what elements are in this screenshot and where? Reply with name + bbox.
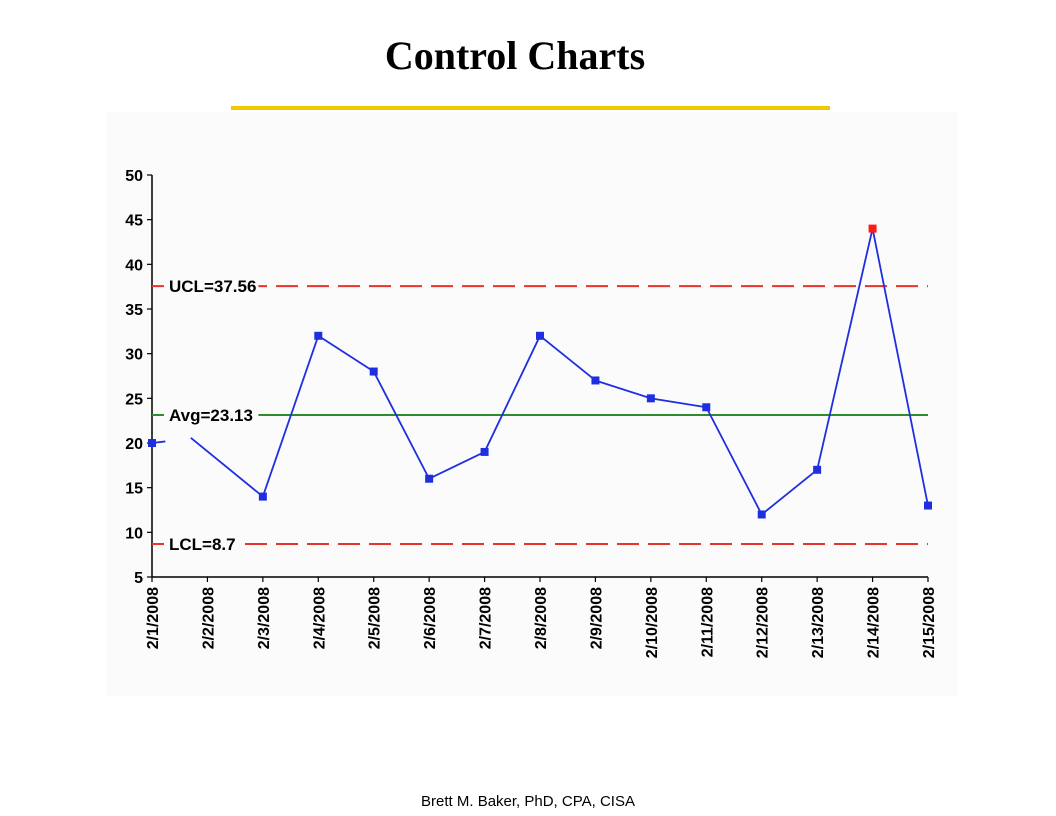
data-point [536, 331, 544, 340]
data-point [813, 465, 822, 474]
series-line-segment [871, 228, 929, 506]
y-tick-label: 10 [125, 525, 143, 542]
data-point [369, 367, 378, 376]
x-tick-label: 2/15/2008 [921, 587, 938, 658]
series-line-segment [650, 397, 707, 409]
series-line-segment [483, 335, 541, 453]
y-tick-label: 20 [125, 436, 143, 453]
control-line-label: UCL=37.56 [169, 277, 256, 296]
data-point [757, 510, 766, 519]
data-point [148, 439, 156, 447]
y-tick-label: 50 [125, 168, 143, 185]
x-tick-label: 2/1/2008 [145, 587, 162, 649]
series-line-segment [428, 451, 485, 480]
series-line-segment [595, 379, 652, 400]
y-tick-label: 15 [125, 481, 143, 498]
data-point [314, 331, 323, 340]
x-tick-label: 2/8/2008 [533, 587, 550, 649]
y-tick-label: 40 [125, 257, 143, 274]
control-line-label: Avg=23.13 [169, 406, 253, 425]
control-label-bg [164, 274, 259, 297]
x-tick-label: 2/7/2008 [478, 587, 495, 649]
footer-author: Brett M. Baker, PhD, CPA, CISA [421, 793, 635, 810]
x-tick-label: 2/14/2008 [866, 587, 883, 658]
control-chart: 5 10 15 20 25 30 35 40 45 50 2/1/2008 2/2/2008 2/3/2… [125, 168, 938, 658]
series-line-segment [190, 437, 264, 498]
series-line-segment [372, 371, 430, 480]
data-point [702, 403, 711, 412]
x-tick-label: 2/6/2008 [422, 587, 439, 649]
x-tick-label: 2/12/2008 [755, 587, 772, 658]
data-point [425, 474, 434, 483]
x-tick-label: 2/11/2008 [699, 587, 716, 657]
control-label-bg [164, 403, 259, 426]
y-tick-label: 30 [125, 347, 143, 364]
data-point [258, 492, 267, 501]
data-point [646, 394, 655, 403]
x-tick-label: 2/13/2008 [810, 587, 827, 658]
out-of-control-point [868, 224, 877, 233]
control-line-label: LCL=8.7 [169, 535, 236, 554]
y-tick-label: 35 [125, 302, 143, 319]
series-line-segment [539, 335, 596, 382]
x-tick-label: 2/2/2008 [200, 587, 217, 649]
control-chart-panel: 5 10 15 20 25 30 35 40 45 50 2/1/2008 2/2/2008 2/3/2… [106, 112, 958, 696]
x-tick-label: 2/4/2008 [311, 587, 328, 649]
data-point [924, 501, 932, 510]
y-tick-label: 5 [134, 570, 143, 587]
y-tick-label: 45 [125, 213, 143, 230]
x-tick-label: 2/3/2008 [256, 587, 273, 649]
series-line-segment [816, 228, 874, 471]
x-tick-label: 2/9/2008 [588, 587, 605, 649]
series-line-segment [761, 469, 818, 516]
series-line-segment [317, 335, 375, 373]
x-tick-label: 2/5/2008 [367, 587, 384, 649]
data-point [480, 447, 489, 456]
slide-title: Control Charts [384, 33, 646, 78]
control-label-bg [164, 531, 240, 554]
data-point [591, 376, 600, 385]
title-underline [231, 106, 830, 110]
series-line-segment [262, 335, 320, 497]
series-line-segment [705, 406, 763, 515]
x-tick-label: 2/10/2008 [644, 587, 661, 658]
y-tick-label: 25 [125, 391, 143, 408]
